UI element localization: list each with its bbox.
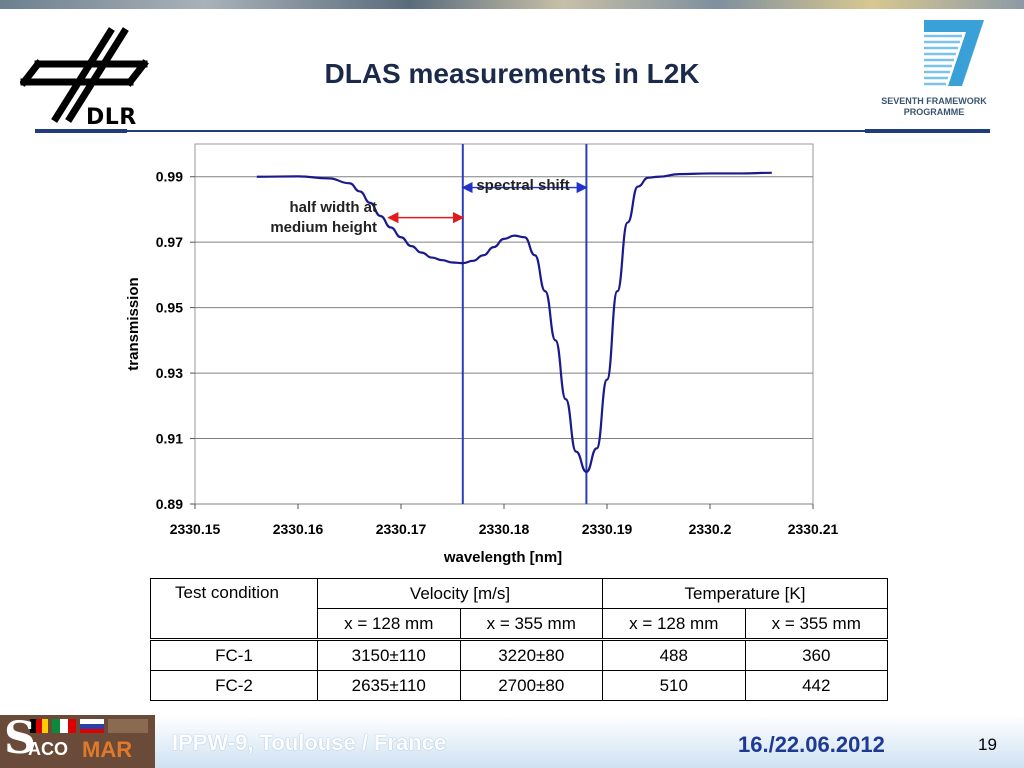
x-axis-label: wavelength [nm] bbox=[443, 549, 562, 566]
spectral-shift-label: spectral shift bbox=[476, 177, 569, 194]
subheader-temperature-355: x = 355 mm bbox=[744, 608, 888, 640]
fp7-caption: SEVENTH FRAMEWORK PROGRAMME bbox=[866, 96, 1002, 118]
sacomar-logo-s: S bbox=[4, 715, 36, 764]
y-tick-label: 0.97 bbox=[156, 234, 183, 250]
row-temperature-355: 360 bbox=[744, 638, 888, 671]
header-rule-accent-right bbox=[865, 129, 990, 133]
sacomar-logo: S ACO MAR bbox=[0, 715, 155, 768]
sacomar-logo-mar: MAR bbox=[82, 737, 133, 762]
x-tick-label: 2330.15 bbox=[170, 521, 221, 537]
y-tick-label: 0.95 bbox=[156, 300, 183, 316]
row-condition: FC-2 bbox=[150, 670, 318, 701]
header-rule-accent-left bbox=[35, 129, 127, 133]
y-tick-label: 0.89 bbox=[156, 496, 183, 512]
row-velocity-355: 2700±80 bbox=[459, 670, 603, 701]
row-velocity-355: 3220±80 bbox=[459, 638, 603, 671]
x-tick-label: 2330.2 bbox=[689, 521, 732, 537]
row-velocity-128: 2635±110 bbox=[317, 670, 461, 701]
x-tick-label: 2330.19 bbox=[582, 521, 633, 537]
page-number: 19 bbox=[978, 735, 997, 754]
transmission-series-line bbox=[256, 171, 772, 474]
dlr-wordmark: DLR bbox=[86, 105, 137, 130]
row-temperature-128: 488 bbox=[602, 638, 746, 671]
y-tick-label: 0.93 bbox=[156, 365, 183, 381]
subheader-velocity-128: x = 128 mm bbox=[317, 608, 461, 640]
y-tick-label: 0.91 bbox=[156, 431, 183, 447]
header-test-condition: Test condition bbox=[150, 578, 318, 640]
table-subheader-row: x = 128 mm x = 355 mm x = 128 mm x = 355… bbox=[151, 608, 888, 640]
subheader-velocity-355: x = 355 mm bbox=[459, 608, 603, 640]
fp7-logo-icon bbox=[866, 16, 996, 124]
header-rule bbox=[35, 130, 990, 132]
x-tick-label: 2330.17 bbox=[376, 521, 427, 537]
transmission-chart: 0.99 0.97 0.95 0.93 0.91 0.89 2330.15 2330.16 2… bbox=[125, 143, 839, 566]
sacomar-logo-aco: ACO bbox=[28, 739, 68, 759]
table-row: FC-2 2635±110 2700±80 510 442 bbox=[150, 670, 888, 701]
header-temperature: Temperature [K] bbox=[602, 578, 888, 609]
fp7-caption-line-2: PROGRAMME bbox=[903, 107, 965, 117]
y-axis-label: transmission bbox=[125, 277, 142, 370]
top-decorative-strip bbox=[0, 0, 1024, 9]
half-width-label-line-1: half width at bbox=[290, 199, 378, 216]
plot-area bbox=[194, 143, 814, 505]
row-velocity-128: 3150±110 bbox=[317, 638, 461, 671]
x-tick-label: 2330.16 bbox=[273, 521, 324, 537]
subheader-temperature-128: x = 128 mm bbox=[602, 608, 746, 640]
footer-bar bbox=[0, 715, 1024, 768]
slide-title: DLAS measurements in L2K bbox=[324, 58, 700, 89]
row-temperature-128: 510 bbox=[602, 670, 746, 701]
dlr-logo-icon bbox=[20, 27, 149, 123]
half-width-label-line-2: medium height bbox=[270, 219, 377, 236]
x-tick-label: 2330.21 bbox=[788, 521, 839, 537]
header-velocity: Velocity [m/s] bbox=[317, 578, 603, 609]
flags-icon bbox=[30, 719, 148, 733]
footer-event: IPPW-9, Toulouse / France bbox=[172, 730, 447, 755]
x-tick-label: 2330.18 bbox=[479, 521, 530, 537]
results-table: Test condition Velocity [m/s] Temperatur… bbox=[150, 578, 888, 701]
footer-date: 16./22.06.2012 bbox=[738, 732, 885, 757]
fp7-caption-line-1: SEVENTH FRAMEWORK bbox=[881, 96, 987, 106]
row-condition: FC-1 bbox=[150, 638, 318, 671]
row-temperature-355: 442 bbox=[744, 670, 888, 701]
table-header-row: Test condition Velocity [m/s] Temperatur… bbox=[150, 578, 888, 640]
y-tick-label: 0.99 bbox=[156, 169, 183, 185]
table-row: FC-1 3150±110 3220±80 488 360 bbox=[150, 638, 888, 671]
